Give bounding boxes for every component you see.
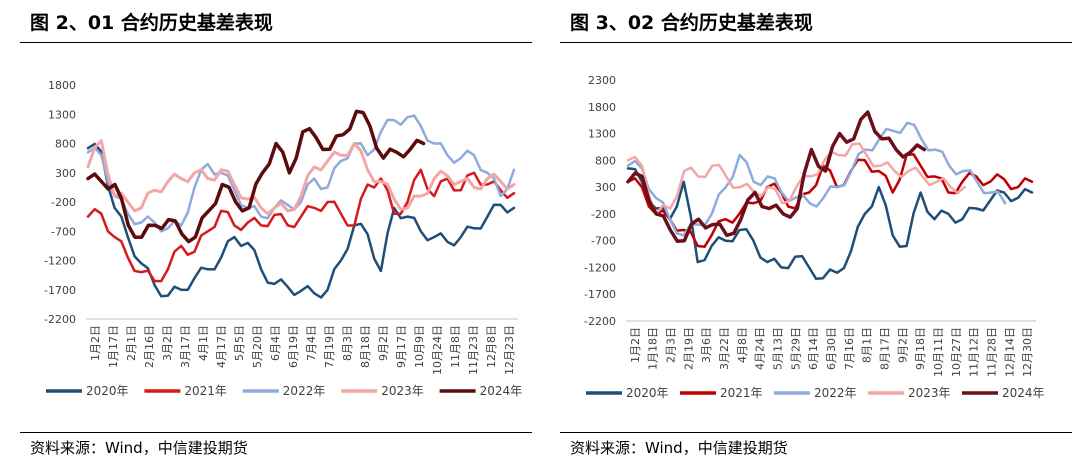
y-tick-label: 300 (595, 181, 616, 194)
y-tick-label: -700 (51, 225, 76, 238)
x-tick-label: 4月24日 (754, 327, 767, 370)
y-tick-label: -700 (591, 235, 616, 248)
legend-label: 2023年 (381, 384, 424, 398)
x-tick-label: 6月19日 (287, 325, 300, 368)
x-tick-label: 10月27日 (950, 327, 963, 377)
x-tick-label: 8月1日 (861, 327, 874, 363)
x-tick-label: 12月14日 (1003, 327, 1016, 377)
legend-label: 2021年 (720, 386, 763, 400)
basis-line-chart-01: 1800 1300 800 300 -200 -700 -1200 -1700 -2200 1月2… (44, 79, 523, 398)
y-tick-label: 1800 (48, 79, 76, 92)
legend-label: 2024年 (480, 384, 523, 398)
x-tick-label: 2月16日 (143, 325, 156, 368)
y-tick-label: -1700 (584, 288, 616, 301)
y-tick-label: -200 (51, 196, 76, 209)
x-tick-label: 9月2日 (377, 325, 390, 361)
basis-line-chart-02: 2300 1800 1300 800 300 -200 -700 -1200 -1700 -220… (584, 74, 1045, 400)
x-tick-label: 4月17日 (215, 325, 228, 368)
title-rule (20, 42, 532, 43)
x-tick-label: 7月16日 (843, 327, 856, 370)
y-tick-label: -200 (591, 208, 616, 221)
figure-title: 图 3、02 合约历史基差表现 (570, 12, 813, 34)
x-tick-label: 3月22日 (718, 327, 731, 370)
x-tick-label: 6月4日 (269, 325, 282, 361)
y-tick-label: -1200 (44, 255, 76, 268)
legend-label: 2023年 (908, 386, 951, 400)
x-tick-label: 8月3日 (341, 325, 354, 361)
series-line-2023年 (86, 139, 516, 216)
series-line-2021年 (626, 153, 1034, 248)
legend-label: 2024年 (1002, 386, 1045, 400)
x-tick-label: 9月2日 (896, 327, 909, 363)
series-line-2020年 (86, 142, 516, 299)
x-tick-label: 5月20日 (251, 325, 264, 368)
y-tick-label: 300 (55, 167, 76, 180)
source-rule (560, 432, 1072, 433)
y-tick-label: -1700 (44, 284, 76, 297)
series-line-2020年 (626, 167, 1034, 281)
x-tick-label: 6月30日 (825, 327, 838, 370)
x-tick-label: 9月18日 (914, 327, 927, 370)
chart-panel-02: 图 3、02 合约历史基差表现 2300 1800 1300 800 300 -200 -7… (560, 0, 1080, 468)
source-rule (20, 432, 532, 433)
x-tick-label: 11月28日 (985, 327, 998, 377)
y-tick-label: 800 (595, 154, 616, 167)
x-tick-label: 9月17日 (395, 325, 408, 368)
x-tick-label: 5月5日 (233, 325, 246, 361)
x-tick-label: 8月18日 (359, 325, 372, 368)
x-tick-label: 1月17日 (107, 325, 120, 368)
legend-label: 2021年 (184, 384, 227, 398)
y-tick-label: -2200 (584, 315, 616, 328)
x-tick-label: 2月3日 (665, 327, 678, 363)
legend-label: 2020年 (626, 386, 669, 400)
x-tick-label: 1月2日 (89, 325, 102, 361)
series-line-2021年 (86, 168, 516, 283)
source-note: 资料来源：Wind，中信建投期货 (570, 439, 788, 457)
legend-label: 2022年 (283, 384, 326, 398)
x-tick-label: 1月18日 (647, 327, 660, 370)
x-tick-label: 10月9日 (413, 325, 426, 368)
y-tick-label: -1200 (584, 261, 616, 274)
series-line-2024年 (86, 109, 426, 244)
x-tick-label: 12月8日 (485, 325, 498, 368)
x-tick-label: 7月4日 (305, 325, 318, 361)
series-line-2023年 (626, 142, 966, 216)
y-tick-label: 1300 (48, 108, 76, 121)
x-tick-label: 8月17日 (878, 327, 891, 370)
legend-label: 2022年 (814, 386, 857, 400)
x-tick-label: 10月11日 (932, 327, 945, 377)
y-tick-label: 2300 (588, 74, 616, 87)
x-tick-label: 2月1日 (125, 325, 138, 361)
x-tick-label: 3月2日 (161, 325, 174, 361)
x-tick-label: 12月30日 (1021, 327, 1034, 377)
x-tick-label: 7月19日 (323, 325, 336, 368)
x-tick-label: 4月8日 (736, 327, 749, 363)
title-rule (560, 42, 1072, 43)
x-tick-label: 11月8日 (449, 325, 462, 368)
legend-label: 2020年 (86, 384, 129, 398)
series-line-2024年 (626, 110, 927, 244)
x-tick-label: 3月17日 (179, 325, 192, 368)
x-tick-label: 10月24日 (431, 325, 444, 375)
x-tick-label: 1月2日 (629, 327, 642, 363)
x-tick-label: 5月13日 (772, 327, 785, 370)
series-line-2022年 (626, 121, 1007, 237)
chart-panel-01: 图 2、01 合约历史基差表现 1800 1300 800 300 -200 -700 -1… (20, 0, 550, 468)
x-tick-label: 12月23日 (503, 325, 516, 375)
x-tick-label: 2月19日 (682, 327, 695, 370)
y-tick-label: 1300 (588, 128, 616, 141)
x-tick-label: 11月23日 (467, 325, 480, 375)
x-tick-label: 3月6日 (700, 327, 713, 363)
x-tick-label: 11月12日 (968, 327, 981, 377)
y-tick-label: 800 (55, 138, 76, 151)
source-note: 资料来源：Wind，中信建投期货 (30, 439, 248, 457)
y-tick-label: -2200 (44, 313, 76, 326)
x-tick-label: 4月1日 (197, 325, 210, 361)
y-tick-label: 1800 (588, 101, 616, 114)
x-tick-label: 5月29日 (789, 327, 802, 370)
x-tick-label: 6月14日 (807, 327, 820, 370)
figure-title: 图 2、01 合约历史基差表现 (30, 12, 273, 34)
